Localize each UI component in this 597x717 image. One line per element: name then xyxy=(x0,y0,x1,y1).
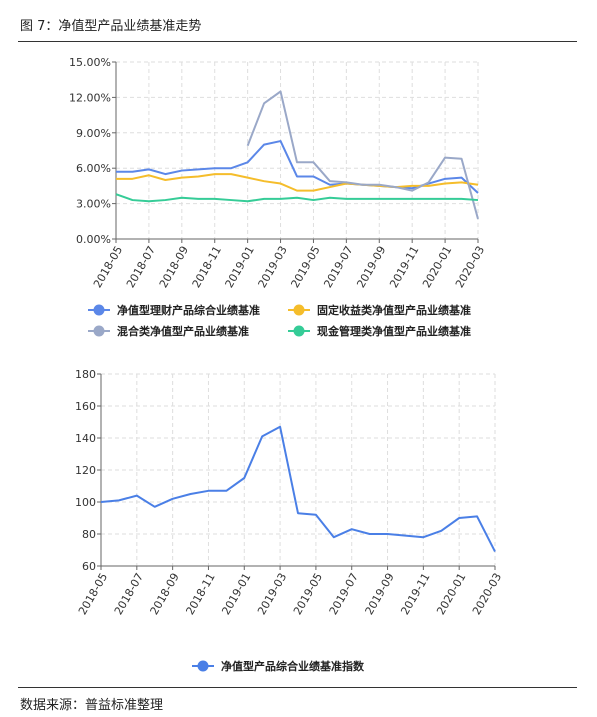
y-tick-label: 140 xyxy=(75,432,96,445)
series-line-2 xyxy=(116,173,479,192)
y-tick-label: 120 xyxy=(75,464,96,477)
y-tick-label: 160 xyxy=(75,400,96,413)
x-tick-label: 2018-09 xyxy=(148,571,182,617)
y-tick-label: 3.00% xyxy=(76,198,111,211)
legend-label: 净值型产品综合业绩基准指数 xyxy=(221,659,365,673)
y-tick-label: 180 xyxy=(75,368,96,381)
y-tick-label: 60 xyxy=(82,560,96,573)
x-tick-label: 2018-11 xyxy=(183,571,217,617)
legend-marker xyxy=(93,304,105,316)
series-line-4 xyxy=(115,193,479,203)
legend-label: 现金管理类净值型产品业绩基准 xyxy=(317,324,471,338)
y-tick-label: 9.00% xyxy=(76,127,111,140)
x-tick-label: 2018-05 xyxy=(76,571,110,617)
y-tick-label: 15.00% xyxy=(69,56,111,69)
x-tick-label: 2018-07 xyxy=(112,571,146,617)
x-tick-label: 2019-03 xyxy=(255,571,289,617)
x-tick-label: 2019-07 xyxy=(327,571,361,617)
x-tick-label: 2019-05 xyxy=(291,571,325,617)
figure-title: 图 7：净值型产品业绩基准走势 xyxy=(20,19,202,34)
x-tick-label: 2020-03 xyxy=(470,571,504,617)
x-tick-label: 2020-01 xyxy=(434,571,468,617)
legend-label: 净值型理财产品综合业绩基准 xyxy=(117,303,260,317)
series-line-1 xyxy=(100,425,496,553)
legend-marker xyxy=(93,325,105,337)
legend-marker xyxy=(197,660,209,672)
y-tick-label: 0.00% xyxy=(76,233,111,246)
bottom-rule xyxy=(18,687,577,688)
legend-label: 混合类净值型产品业绩基准 xyxy=(117,324,249,338)
y-tick-label: 12.00% xyxy=(69,91,111,104)
x-tick-label: 2019-01 xyxy=(219,571,253,617)
y-tick-label: 6.00% xyxy=(76,162,111,175)
chart-2-index: 60 80 100 120 140 160 180 2018-05 2018-07 2018-09… xyxy=(75,368,504,673)
legend-label: 固定收益类净值型产品业绩基准 xyxy=(317,303,471,317)
series-line-3 xyxy=(246,90,479,220)
x-tick-label: 2019-09 xyxy=(363,571,397,617)
legend-marker xyxy=(293,325,305,337)
x-tick-label: 2019-11 xyxy=(398,571,432,617)
top-rule xyxy=(18,41,577,42)
data-source: 数据来源：普益标准整理 xyxy=(20,698,164,713)
y-tick-label: 80 xyxy=(82,528,96,541)
legend-marker xyxy=(293,304,305,316)
y-tick-label: 100 xyxy=(75,496,96,509)
chart-1-rates: 0.00%3.00%6.00%9.00%12.00%15.00%2018-052… xyxy=(69,56,487,338)
